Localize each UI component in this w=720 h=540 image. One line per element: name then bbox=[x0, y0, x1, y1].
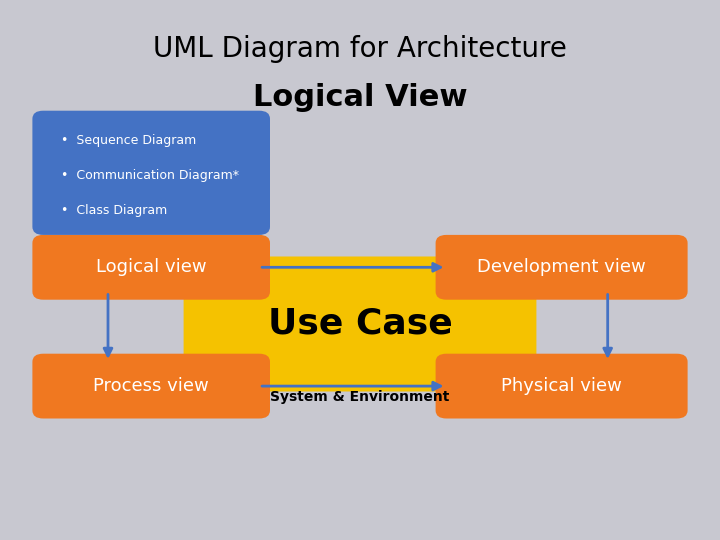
Text: Development view: Development view bbox=[477, 258, 646, 276]
Text: •  Communication Diagram*: • Communication Diagram* bbox=[61, 169, 239, 182]
Text: Logical view: Logical view bbox=[96, 258, 207, 276]
Text: •  Class Diagram: • Class Diagram bbox=[61, 204, 168, 217]
FancyBboxPatch shape bbox=[32, 111, 270, 235]
Text: System & Environment: System & Environment bbox=[270, 390, 450, 404]
Text: UML Diagram for Architecture: UML Diagram for Architecture bbox=[153, 35, 567, 63]
Text: Physical view: Physical view bbox=[501, 377, 622, 395]
FancyBboxPatch shape bbox=[32, 235, 270, 300]
FancyBboxPatch shape bbox=[436, 354, 688, 418]
Text: Logical View: Logical View bbox=[253, 83, 467, 112]
Text: Use Case: Use Case bbox=[268, 307, 452, 341]
FancyBboxPatch shape bbox=[436, 235, 688, 300]
Text: Process view: Process view bbox=[94, 377, 209, 395]
Text: •  Sequence Diagram: • Sequence Diagram bbox=[61, 134, 197, 147]
FancyBboxPatch shape bbox=[32, 354, 270, 418]
FancyBboxPatch shape bbox=[184, 256, 536, 392]
